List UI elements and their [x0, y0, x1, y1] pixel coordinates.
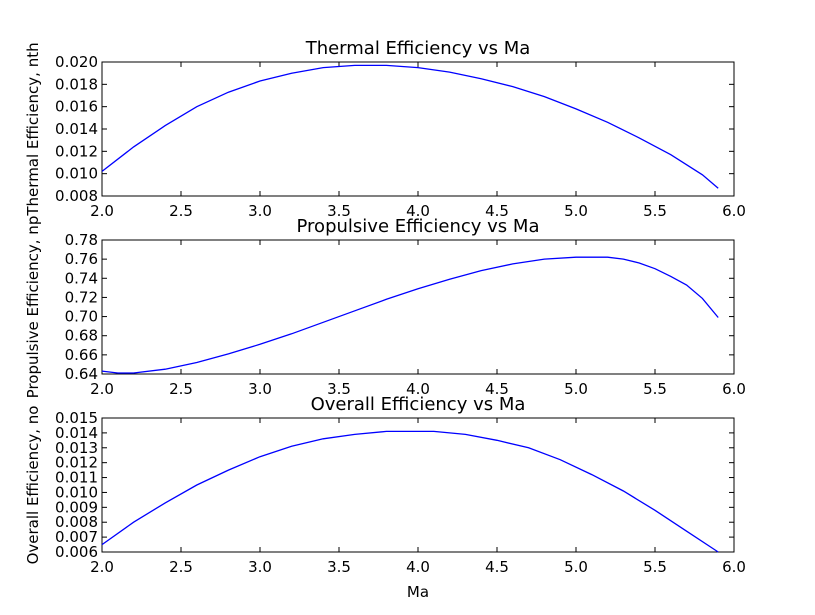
x-axis-label: Ma	[407, 583, 429, 601]
x-tick-label: 5.0	[564, 380, 588, 398]
subplot-title: Propulsive Efficiency vs Ma	[297, 216, 540, 237]
y-axis-label: Propulsive Efficiency, np	[24, 216, 42, 399]
x-tick-label: 3.5	[327, 558, 351, 576]
y-tick-label: 0.012	[55, 142, 98, 160]
x-tick-label: 4.5	[485, 380, 509, 398]
y-tick-label: 0.74	[65, 269, 98, 287]
y-tick-label: 0.008	[55, 187, 98, 205]
subplot-2: 2.0 2.5 3.0 3.5 4.0 4.5 5.0 5.5 6.00.640.660.680…	[24, 216, 746, 399]
y-tick-label: 0.008	[55, 513, 98, 531]
x-tick-label: 6.0	[722, 558, 746, 576]
x-tick-label: 4.0	[406, 202, 430, 220]
subplot-1: 2.0 2.5 3.0 3.5 4.0 4.5 5.0 5.5 6.0 0.008 0.010 0.0…	[24, 38, 746, 220]
x-tick-label: 2.5	[169, 202, 193, 220]
y-tick-label: 0.007	[55, 528, 98, 546]
y-tick-label: 0.78	[65, 231, 98, 249]
y-tick-label: 0.76	[65, 250, 98, 268]
x-tick-label: 2.0	[90, 202, 114, 220]
x-tick-label: 4.0	[406, 380, 430, 398]
x-tick-label: 3.0	[248, 558, 272, 576]
y-tick-label: 0.020	[55, 53, 98, 71]
y-tick-label: 0.66	[65, 346, 98, 364]
y-tick-label: 0.011	[55, 469, 98, 487]
y-axis-label: Overall Efficiency, no	[24, 406, 42, 565]
subplot-title: Thermal Efficiency vs Ma	[305, 38, 531, 59]
y-tick-label: 0.64	[65, 365, 98, 383]
y-tick-label: 0.006	[55, 543, 98, 561]
x-tick-label: 5.5	[643, 380, 667, 398]
x-tick-label: 3.0	[248, 380, 272, 398]
y-tick-label: 0.014	[55, 120, 98, 138]
y-tick-label: 0.009	[55, 498, 98, 516]
y-tick-label: 0.70	[65, 308, 98, 326]
x-tick-label: 4.5	[485, 202, 509, 220]
series-line	[101, 430, 719, 553]
x-tick-label: 5.0	[564, 202, 588, 220]
y-tick-label: 0.68	[65, 327, 98, 345]
x-tick-label: 4.5	[485, 558, 509, 576]
y-tick-label: 0.018	[55, 75, 98, 93]
x-tick-label: 4.0	[406, 558, 430, 576]
x-tick-label: 3.5	[327, 202, 351, 220]
y-tick-label: 0.015	[55, 409, 98, 427]
x-tick-label: 5.5	[643, 558, 667, 576]
x-tick-label: 2.0	[90, 380, 114, 398]
subplot-title: Overall Efficiency vs Ma	[311, 394, 526, 415]
y-tick-label: 0.013	[55, 439, 98, 457]
x-tick-label: 6.0	[722, 202, 746, 220]
y-tick-label: 0.010	[55, 483, 98, 501]
subplot-3: 2.0 2.5 3.0 3.5 4.0 4.5 5.0 5.5 6.00.0060.0070.0…	[24, 394, 746, 601]
x-tick-label: 5.0	[564, 558, 588, 576]
y-tick-label: 0.012	[55, 454, 98, 472]
x-tick-label: 2.5	[169, 380, 193, 398]
y-axis-label: Thermal Efficiency, nth	[24, 42, 42, 216]
plot-frame	[101, 239, 735, 375]
plot-frame	[101, 61, 735, 197]
x-tick-label: 2.0	[90, 558, 114, 576]
y-tick-label: 0.014	[55, 424, 98, 442]
x-tick-label: 3.5	[327, 380, 351, 398]
series-line	[101, 64, 719, 189]
series-line	[101, 256, 719, 374]
y-tick-label: 0.010	[55, 165, 98, 183]
x-tick-label: 3.0	[248, 202, 272, 220]
y-tick-label: 0.016	[55, 98, 98, 116]
x-tick-label: 6.0	[722, 380, 746, 398]
x-tick-label: 2.5	[169, 558, 193, 576]
y-tick-label: 0.72	[65, 288, 98, 306]
x-tick-label: 5.5	[643, 202, 667, 220]
